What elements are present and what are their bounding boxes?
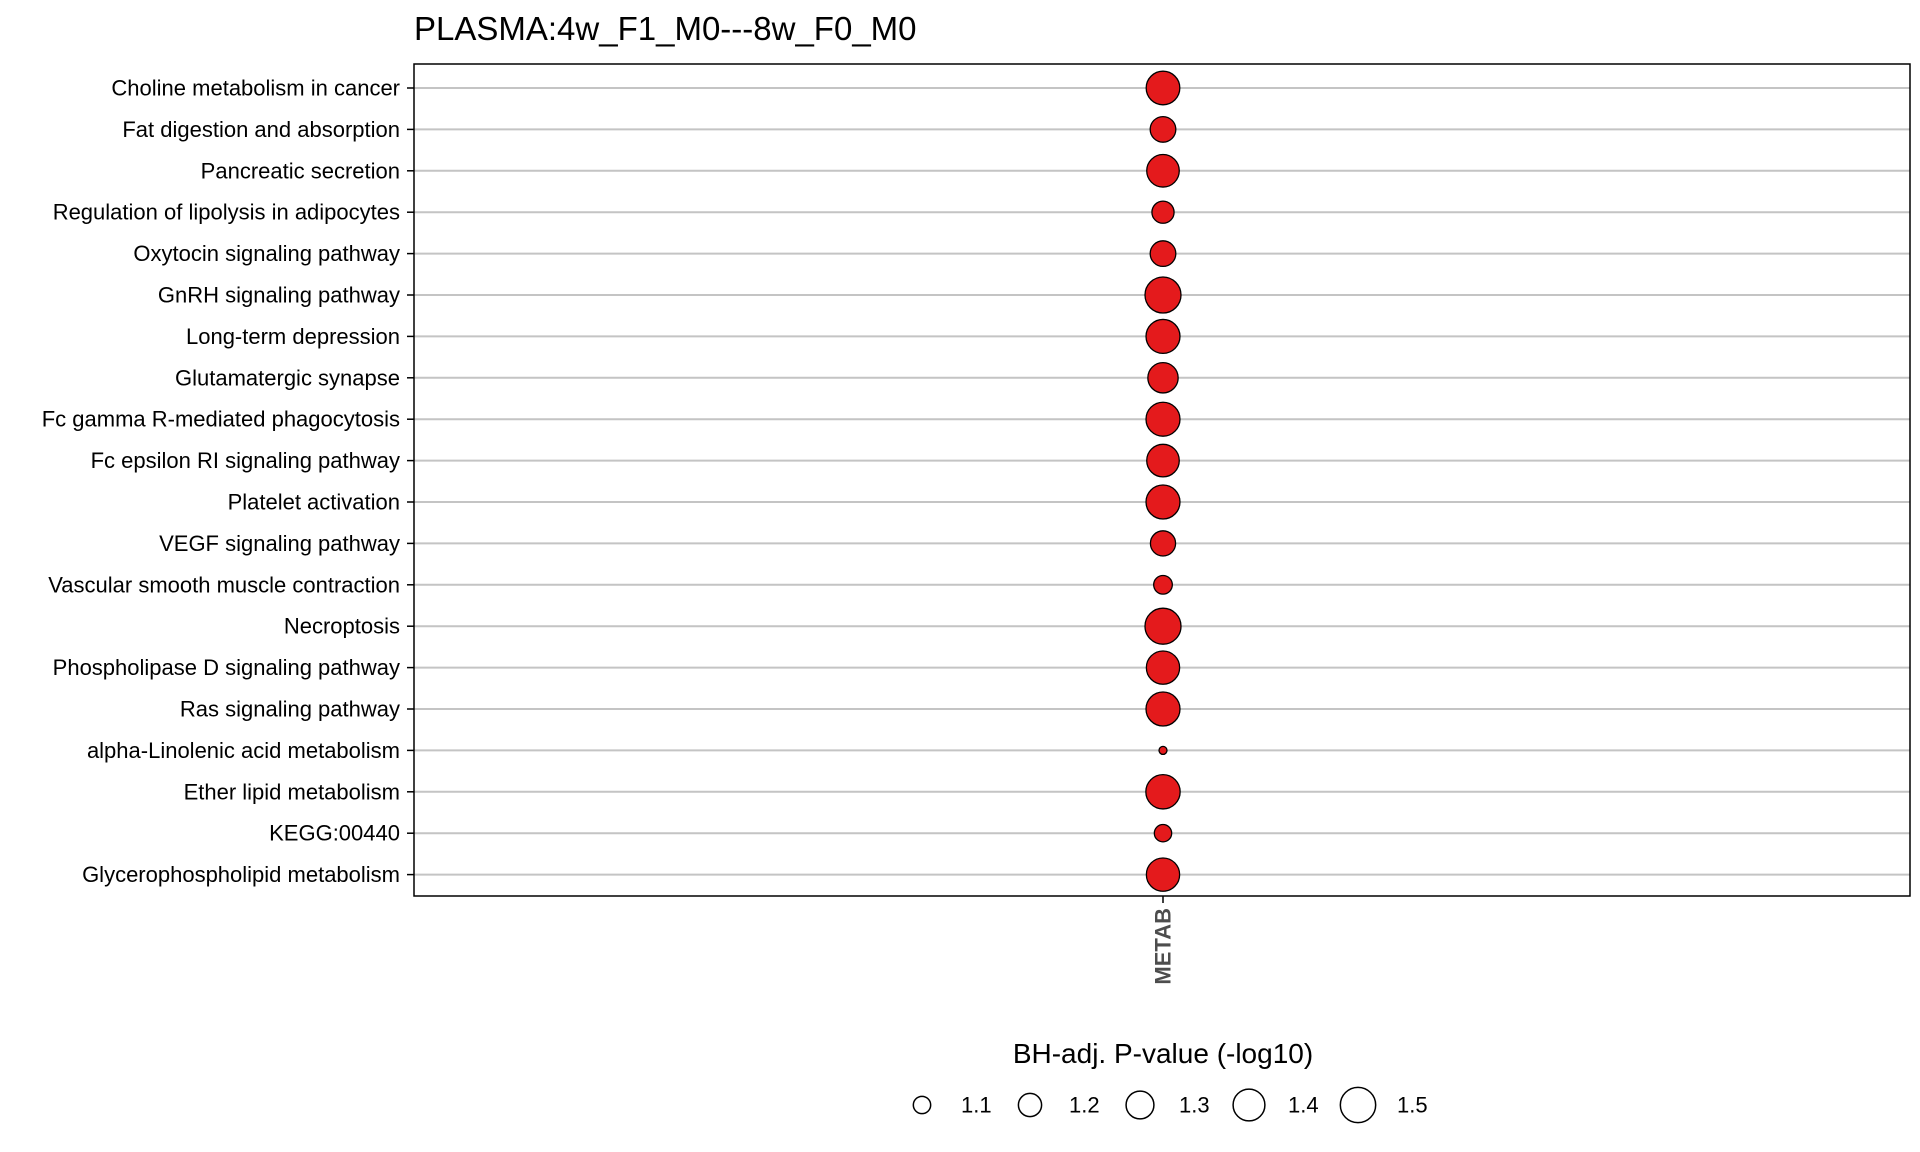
data-point [1144, 276, 1182, 314]
legend-symbol [1339, 1086, 1377, 1124]
y-tick-label: Ras signaling pathway [180, 697, 400, 722]
y-tick-label: Platelet activation [228, 490, 400, 515]
y-tick-label: Oxytocin signaling pathway [133, 241, 400, 266]
legend-label: 1.4 [1288, 1093, 1319, 1118]
data-point [1149, 530, 1177, 557]
data-point [1158, 745, 1168, 756]
data-point [1147, 362, 1179, 394]
y-tick-label: Fc epsilon RI signaling pathway [91, 448, 400, 473]
legend: BH-adj. P-value (-log10) 1.1 1.2 1.3 1.4 1.5 [912, 1038, 1428, 1124]
data-point [1145, 691, 1181, 727]
data-point [1145, 318, 1181, 355]
y-tick-label: Fc gamma R-mediated phagocytosis [42, 407, 400, 432]
data-point [1145, 857, 1181, 892]
y-tick-label: Long-term depression [186, 324, 400, 349]
data-point [1145, 401, 1181, 437]
y-tick-label: Regulation of lipolysis in adipocytes [53, 200, 400, 225]
data-point [1151, 200, 1175, 224]
y-tick-label: Fat digestion and absorption [122, 117, 400, 142]
data-point [1153, 823, 1173, 843]
legend-label: 1.5 [1397, 1093, 1428, 1118]
chart-title: PLASMA:4w_F1_M0---8w_F0_M0 [414, 10, 917, 47]
y-tick-label: Ether lipid metabolism [184, 779, 400, 804]
y-tick-label: Glutamatergic synapse [175, 365, 400, 390]
y-tick-label: KEGG:00440 [269, 821, 400, 846]
y-tick-label: Phospholipase D signaling pathway [53, 655, 400, 680]
y-tick-label: VEGF signaling pathway [159, 531, 400, 556]
y-tick-label: Vascular smooth muscle contraction [48, 572, 400, 597]
data-point [1153, 574, 1173, 595]
y-tick-label: Glycerophospholipid metabolism [82, 862, 400, 887]
data-point [1146, 153, 1180, 188]
legend-symbol [912, 1095, 932, 1115]
data-point [1144, 607, 1182, 645]
data-point [1149, 240, 1177, 268]
legend-label: 1.2 [1069, 1093, 1100, 1118]
x-tick-label: METAB [1151, 908, 1176, 985]
legend-label: 1.3 [1179, 1093, 1210, 1118]
data-points [1144, 70, 1182, 892]
data-point [1145, 484, 1181, 520]
y-tick-label: Necroptosis [284, 614, 400, 639]
y-tick-label: Choline metabolism in cancer [111, 76, 400, 101]
data-point [1149, 115, 1177, 143]
legend-symbol [1232, 1088, 1266, 1122]
data-point [1146, 443, 1180, 478]
legend-symbol [1017, 1092, 1043, 1118]
y-axis: Choline metabolism in cancer Fat digestio… [42, 76, 414, 887]
legend-symbol [1125, 1090, 1155, 1120]
y-tick-label: Pancreatic secretion [201, 158, 400, 183]
legend-label: 1.1 [961, 1093, 992, 1118]
y-tick-label: alpha-Linolenic acid metabolism [87, 738, 400, 763]
data-point [1145, 650, 1181, 685]
data-point [1145, 773, 1181, 810]
x-axis: METAB [1151, 896, 1176, 985]
plot-frame [413, 63, 1911, 897]
data-point [1145, 70, 1181, 106]
legend-title: BH-adj. P-value (-log10) [1013, 1038, 1313, 1069]
y-tick-label: GnRH signaling pathway [158, 283, 400, 308]
